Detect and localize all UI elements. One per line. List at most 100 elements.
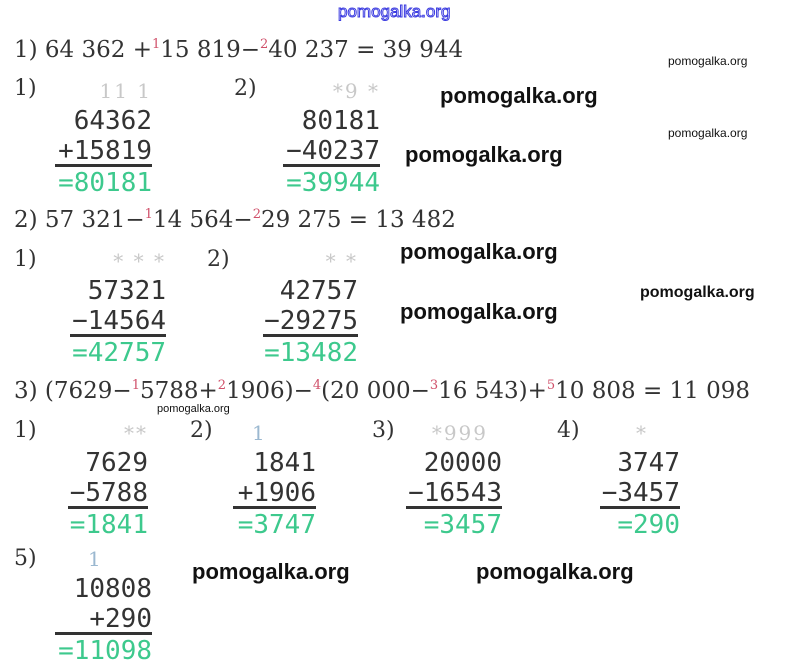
operand-top: 42757 bbox=[279, 276, 358, 306]
carry-digits: *999 bbox=[431, 421, 488, 445]
divider-line bbox=[55, 164, 152, 167]
result: =80181 bbox=[58, 168, 152, 198]
watermark: pomogalka.org bbox=[400, 239, 558, 264]
divider-line bbox=[68, 506, 148, 509]
divider-line bbox=[70, 334, 166, 337]
operand-top: 7629 bbox=[85, 448, 148, 478]
watermark: pomogalka.org bbox=[405, 142, 563, 167]
order-mark: 4 bbox=[312, 378, 322, 393]
watermark: pomogalka.org bbox=[192, 559, 350, 584]
divider-line bbox=[283, 164, 380, 167]
operand-top: 20000 bbox=[423, 448, 502, 478]
operand-second: +1906 bbox=[237, 478, 316, 508]
column-calc: ** 7629 −5788 =1841 bbox=[0, 418, 148, 540]
carry-digits: * bbox=[636, 421, 648, 445]
eq-part: 5788+ bbox=[139, 378, 218, 404]
equation-2: 2) 57 321−114 564−229 275 = 13 482 bbox=[14, 200, 456, 235]
column-calc: 1 1841 +1906 =3747 bbox=[156, 418, 316, 540]
eq-part: 15 819− bbox=[160, 37, 261, 63]
carry-digits: 11 1 bbox=[99, 79, 152, 103]
order-mark: 2 bbox=[252, 207, 261, 222]
step-label: 2) bbox=[190, 418, 213, 443]
operand-second: −16543 bbox=[408, 478, 502, 508]
operand-second: −29275 bbox=[264, 306, 358, 336]
carry-digits: 1 bbox=[252, 421, 267, 445]
step-label: 5) bbox=[14, 546, 37, 571]
operand-second: −40237 bbox=[286, 136, 380, 166]
eq-number: 3) bbox=[14, 378, 38, 404]
eq-part: 64 362 + bbox=[44, 37, 152, 63]
result: =290 bbox=[617, 510, 680, 540]
operand-second: +290 bbox=[89, 604, 152, 634]
equation-3: 3) (7629−15788+21906)−4(20 000−316 543)+… bbox=[14, 371, 750, 406]
divider-line bbox=[233, 506, 316, 509]
divider-line bbox=[263, 334, 358, 337]
step-label: 1) bbox=[14, 76, 37, 101]
eq-part: (7629− bbox=[44, 378, 132, 404]
carry-digits: *9 * bbox=[332, 79, 380, 103]
order-mark: 2 bbox=[260, 37, 269, 52]
watermark: pomogalka.org bbox=[440, 83, 598, 108]
operand-top: 57321 bbox=[87, 276, 166, 306]
step-label: 2) bbox=[207, 247, 230, 272]
result: =42757 bbox=[72, 338, 166, 368]
divider-line bbox=[600, 506, 680, 509]
operand-top: 80181 bbox=[301, 106, 380, 136]
divider-line bbox=[406, 506, 502, 509]
order-mark: 3 bbox=[429, 378, 439, 393]
order-mark: 2 bbox=[217, 378, 227, 393]
column-calc: *999 20000 −16543 =3457 bbox=[342, 418, 502, 540]
order-mark: 5 bbox=[546, 378, 556, 393]
eq-part: 40 237 = 39 944 bbox=[268, 37, 464, 63]
column-calc: * 3747 −3457 =290 bbox=[520, 418, 680, 540]
operand-top: 10808 bbox=[73, 574, 152, 604]
result: =1841 bbox=[69, 510, 148, 540]
carry-digits: * * bbox=[325, 249, 358, 273]
eq-part: (20 000− bbox=[321, 378, 430, 404]
watermark: pomogalka.org bbox=[668, 126, 748, 140]
equation-1: 1) 64 362 +115 819−240 237 = 39 944 bbox=[14, 30, 463, 65]
column-calc: *9 * 80181 −40237 =39944 bbox=[220, 76, 380, 198]
eq-part: 16 543)+ bbox=[438, 378, 547, 404]
carry-digits: 1 bbox=[88, 547, 103, 571]
column-calc: * * 42757 −29275 =13482 bbox=[198, 246, 358, 368]
result: =3747 bbox=[237, 510, 316, 540]
result: =13482 bbox=[264, 338, 358, 368]
order-mark: 1 bbox=[151, 37, 161, 52]
watermark: pomogalka.org bbox=[640, 284, 755, 301]
step-label: 1) bbox=[14, 418, 37, 443]
eq-part: 29 275 = 13 482 bbox=[260, 207, 456, 233]
operand-second: −14564 bbox=[72, 306, 166, 336]
watermark: pomogalka.org bbox=[476, 559, 634, 584]
eq-number: 2) bbox=[14, 207, 38, 233]
operand-top: 3747 bbox=[617, 448, 680, 478]
eq-part: 14 564− bbox=[152, 207, 253, 233]
order-mark: 1 bbox=[144, 207, 153, 222]
step-label: 4) bbox=[557, 418, 580, 443]
result: =3457 bbox=[423, 510, 502, 540]
watermark: pomogalka.org bbox=[337, 2, 451, 22]
operand-second: +15819 bbox=[58, 136, 152, 166]
result: =39944 bbox=[286, 168, 380, 198]
carry-digits: * * * bbox=[113, 249, 166, 273]
eq-part: 10 808 = 11 098 bbox=[555, 378, 751, 404]
step-label: 1) bbox=[14, 247, 37, 272]
column-calc: * * * 57321 −14564 =42757 bbox=[6, 246, 166, 368]
watermark: pomogalka.org bbox=[157, 403, 230, 415]
step-label: 3) bbox=[372, 418, 395, 443]
operand-second: −5788 bbox=[69, 478, 148, 508]
carry-digits: ** bbox=[124, 421, 148, 445]
order-mark: 1 bbox=[131, 378, 140, 393]
column-calc: 11 1 64362 +15819 =80181 bbox=[0, 76, 152, 198]
operand-top: 1841 bbox=[253, 448, 316, 478]
step-label: 2) bbox=[234, 76, 257, 101]
column-calc: 1 10808 +290 =11098 bbox=[0, 544, 152, 666]
result: =11098 bbox=[58, 636, 152, 666]
operand-second: −3457 bbox=[601, 478, 680, 508]
watermark: pomogalka.org bbox=[668, 54, 748, 68]
operand-top: 64362 bbox=[73, 106, 152, 136]
watermark: pomogalka.org bbox=[400, 299, 558, 324]
eq-number: 1) bbox=[14, 37, 38, 63]
divider-line bbox=[55, 632, 152, 635]
